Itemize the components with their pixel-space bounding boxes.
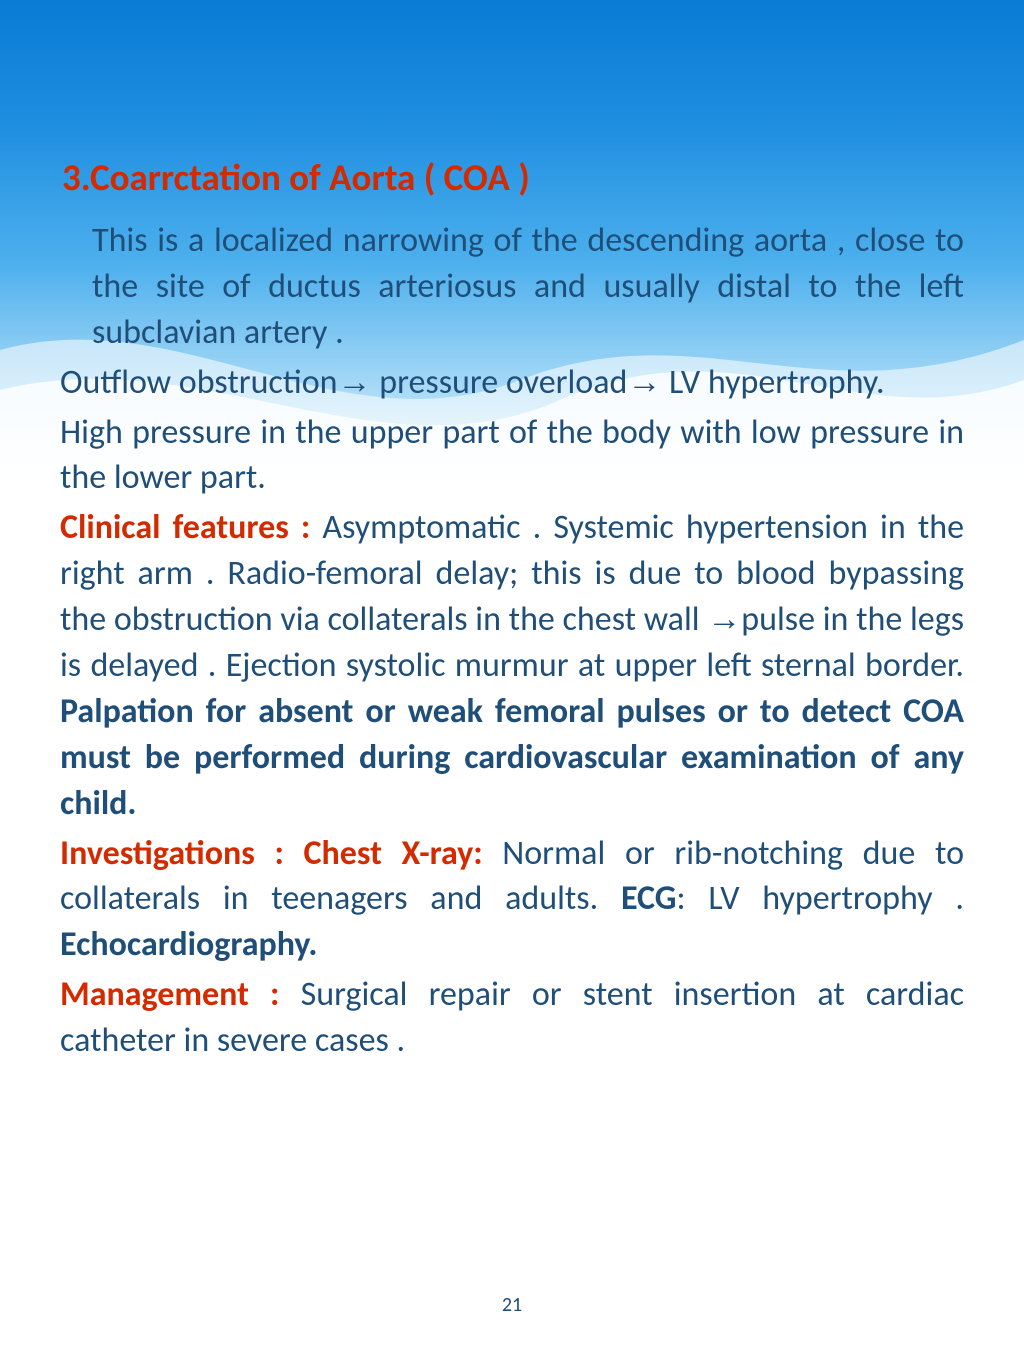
arrow-icon: → xyxy=(627,363,661,401)
outflow-post: LV hypertrophy. xyxy=(661,362,884,403)
investigations-label: Investigations : Chest X-ray: xyxy=(60,833,502,874)
arrow-icon: → xyxy=(338,363,372,401)
management-label: Management : xyxy=(60,974,301,1015)
ecg-label: ECG xyxy=(621,878,677,919)
slide-title: 3.Coarrctation of Aorta ( COA ) xyxy=(60,155,964,200)
investigations-paragraph: Investigations : Chest X-ray: Normal or … xyxy=(60,831,964,969)
intro-paragraph: This is a localized narrowing of the des… xyxy=(60,218,964,356)
echo-label: Echocardiography. xyxy=(60,924,318,965)
clinical-paragraph: Clinical features : Asymptomatic . Syste… xyxy=(60,505,964,826)
outflow-paragraph: Outflow obstruction→ pressure overload→ … xyxy=(60,360,964,406)
management-paragraph: Management : Surgical repair or stent in… xyxy=(60,972,964,1064)
outflow-pre: Outflow obstruction xyxy=(60,362,338,403)
invest-body-2: : LV hypertrophy . xyxy=(676,878,964,919)
pressure-paragraph: High pressure in the upper part of the b… xyxy=(60,410,964,502)
outflow-mid: pressure overload xyxy=(372,362,628,403)
page-number: 21 xyxy=(0,1293,1024,1317)
arrow-icon: → xyxy=(707,600,741,638)
clinical-features-label: Clinical features : xyxy=(60,507,322,548)
slide-content: 3.Coarrctation of Aorta ( COA ) This is … xyxy=(0,0,1024,1064)
clinical-bold: Palpation for absent or weak femoral pul… xyxy=(60,691,964,824)
